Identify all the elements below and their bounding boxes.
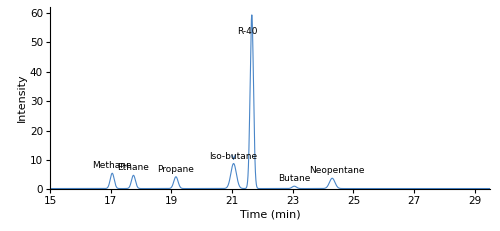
Text: Iso-butane: Iso-butane bbox=[210, 152, 258, 161]
Y-axis label: Intensity: Intensity bbox=[17, 74, 27, 122]
Text: Propane: Propane bbox=[158, 165, 194, 174]
Text: R-40: R-40 bbox=[237, 27, 258, 36]
Text: Methane: Methane bbox=[92, 161, 132, 170]
Text: Butane: Butane bbox=[278, 174, 310, 183]
Text: Ethane: Ethane bbox=[118, 163, 150, 172]
Text: Neopentane: Neopentane bbox=[309, 166, 364, 175]
X-axis label: Time (min): Time (min) bbox=[240, 209, 300, 219]
